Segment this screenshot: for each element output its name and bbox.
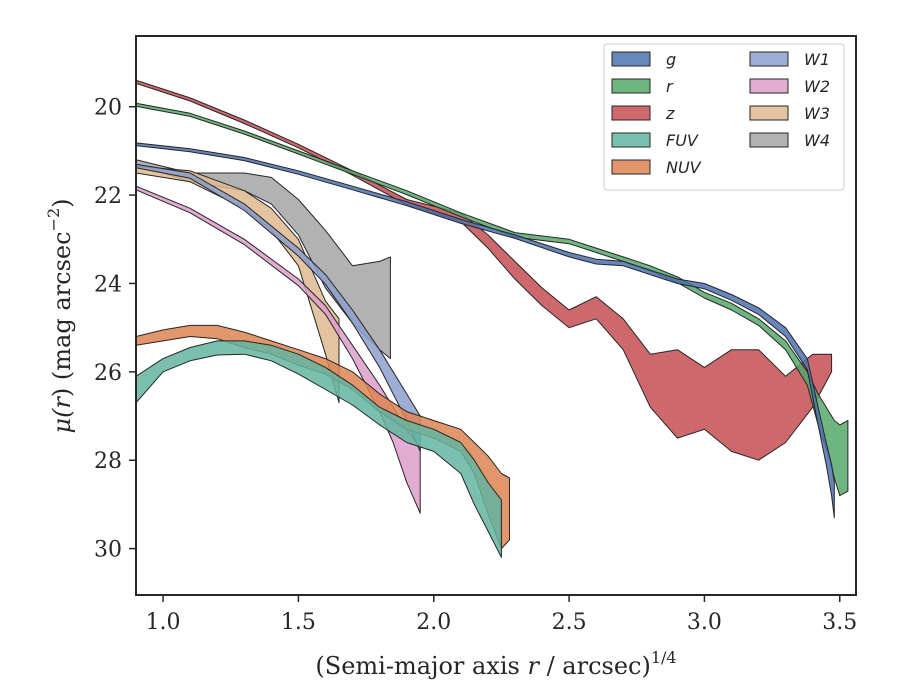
x-axis-ticks: 1.0 1.5 2.0 2.5 3.0 3.5 <box>146 595 857 635</box>
y-axis-label: μ(r) (mag arcsec−2) <box>44 198 76 433</box>
series-band-w2 <box>136 185 421 514</box>
y-axis-ticks: 20 22 24 26 28 30 <box>94 96 136 563</box>
y-tick-label: 30 <box>94 538 122 563</box>
x-tick-label: 3.5 <box>822 610 857 635</box>
legend-label-fuv: FUV <box>666 131 699 150</box>
series-layer <box>136 79 849 558</box>
legend-label-nuv: NUV <box>666 158 702 177</box>
legend-swatch-w1 <box>749 51 789 67</box>
legend-swatch-nuv <box>611 159 651 175</box>
legend-swatch-g <box>611 51 651 67</box>
legend-swatch-w2 <box>749 78 789 94</box>
plot-frame <box>135 35 857 596</box>
x-tick-label: 3.0 <box>687 610 722 635</box>
legend-label-w4: W4 <box>804 131 830 150</box>
y-tick-label: 20 <box>94 96 122 121</box>
y-tick-label: 28 <box>94 449 122 474</box>
x-tick-label: 1.5 <box>281 610 316 635</box>
series-band-w1 <box>136 163 421 452</box>
legend-items: grz FUV NUV W1 W2 W3 W4 <box>611 50 830 177</box>
y-tick-label: 22 <box>94 184 122 209</box>
y-tick-label: 26 <box>94 361 122 386</box>
legend-swatch-w3 <box>749 105 789 121</box>
legend-label-r: r <box>666 77 674 96</box>
y-tick-label: 24 <box>94 272 122 297</box>
series-band-fuv <box>136 340 502 558</box>
series-band-w3 <box>136 165 340 404</box>
legend: grz FUV NUV W1 W2 W3 W4 <box>603 43 845 191</box>
legend-swatch-r <box>611 78 651 94</box>
series-band-g <box>136 142 835 519</box>
legend-label-g: g <box>666 50 676 69</box>
legend-label-w1: W1 <box>804 50 830 69</box>
x-tick-label: 2.5 <box>552 610 587 635</box>
legend-swatch-fuv <box>611 132 651 148</box>
x-tick-label: 1.0 <box>146 610 181 635</box>
legend-swatch-z <box>611 105 651 121</box>
legend-label-w2: W2 <box>804 77 830 96</box>
legend-label-z: z <box>665 104 675 123</box>
x-tick-label: 2.0 <box>416 610 451 635</box>
legend-swatch-w4 <box>749 132 789 148</box>
x-axis-label: (Semi-major axis r / arcsec)1/4 <box>315 648 676 680</box>
legend-label-w3: W3 <box>804 104 830 123</box>
